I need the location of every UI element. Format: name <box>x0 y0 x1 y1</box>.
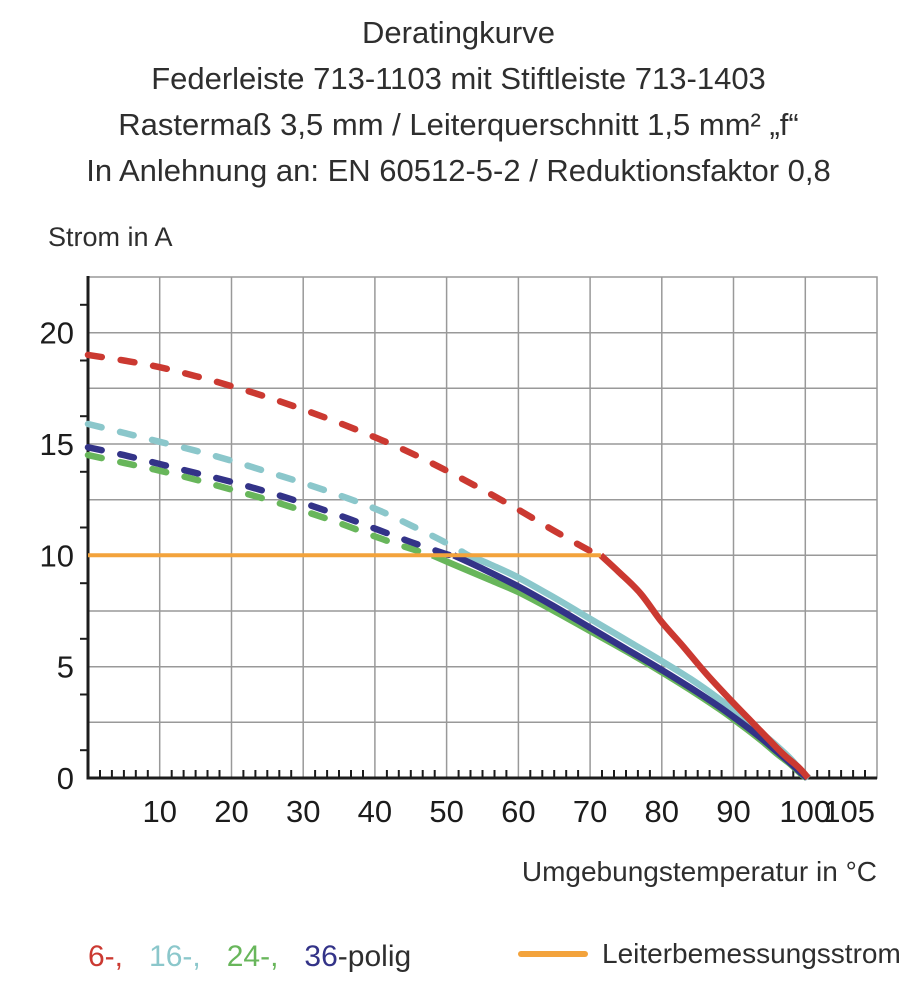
y-tick-label: 20 <box>40 316 74 351</box>
curve-6-polig-dashed <box>84 351 605 559</box>
x-tick-label: 70 <box>573 794 607 829</box>
x-tick-label: 40 <box>358 794 392 829</box>
rated-current-line-swatch <box>518 951 588 957</box>
legend-item-24-polig: 24-, <box>226 940 279 973</box>
legend-36-number: 36 <box>304 940 338 973</box>
chart-header: Deratingkurve Federleiste 713-1103 mit S… <box>0 10 917 194</box>
x-tick-label: 90 <box>716 794 750 829</box>
legend-item-36-polig: 36-polig <box>304 940 411 974</box>
x-tick-label: 60 <box>501 794 535 829</box>
y-tick-label: 10 <box>40 538 74 573</box>
legend-rated-current: Leiterbemessungsstrom <box>518 938 901 970</box>
curve-16-polig-dashed <box>84 420 472 559</box>
y-tick-label: 15 <box>40 427 74 462</box>
x-tick-label: 30 <box>286 794 320 829</box>
chart-subtitle-standard: In Anlehnung an: EN 60512-5-2 / Reduktio… <box>86 153 831 188</box>
legend-polig-suffix: -polig <box>337 940 412 973</box>
curve-36-polig-dashed <box>84 444 458 559</box>
chart-subtitle-spec: Rastermaß 3,5 mm / Leiterquerschnitt 1,5… <box>118 107 799 142</box>
x-tick-label: 50 <box>429 794 463 829</box>
legend-item-16-polig: 16-, <box>149 940 201 973</box>
y-tick-label: 5 <box>57 650 74 685</box>
x-tick-label: 10 <box>142 794 176 829</box>
curve-6-polig-solid <box>598 552 811 781</box>
legend-poles: 6-, 16-, 24-, 36-polig <box>88 940 411 974</box>
chart-title: Deratingkurve <box>362 15 555 50</box>
x-tick-label: 20 <box>214 794 248 829</box>
x-tick-label: 80 <box>645 794 679 829</box>
y-axis-title: Strom in A <box>48 222 173 252</box>
x-tick-label: 105 <box>823 794 875 829</box>
legend-item-6-polig: 6-, <box>88 940 124 973</box>
x-tick-label: 100 <box>779 794 831 829</box>
x-axis-title: Umgebungstemperatur in °C <box>521 856 877 887</box>
chart-subtitle-product: Federleiste 713-1103 mit Stiftleiste 713… <box>151 61 766 96</box>
curve-24-polig-dashed <box>84 451 436 559</box>
plot-frame <box>87 276 878 779</box>
rated-current-label: Leiterbemessungsstrom <box>602 938 901 969</box>
y-tick-label: 0 <box>57 761 74 796</box>
